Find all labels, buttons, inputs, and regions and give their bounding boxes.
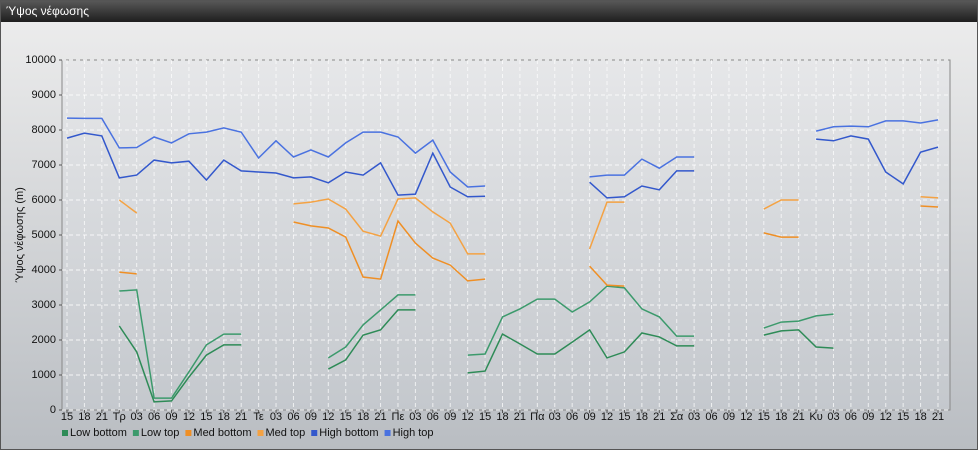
y-tick-label: 7000: [32, 159, 56, 171]
x-tick-label: 03: [827, 411, 839, 423]
x-tick-label: 21: [793, 411, 805, 423]
x-tick-label: 21: [374, 411, 386, 423]
x-tick-label: 09: [723, 411, 735, 423]
x-tick-label: Τρ: [113, 411, 126, 423]
x-tick-label: 06: [845, 411, 857, 423]
series-line: [118, 196, 939, 255]
chart: 0 1000 2000 3000 4000 5000 6000 7000 8000 9000 100…: [25, 54, 950, 439]
legend-swatch: [384, 430, 391, 436]
x-tick-label: 03: [688, 411, 700, 423]
legend-swatch: [257, 430, 264, 436]
x-tick-label: 12: [601, 411, 613, 423]
x-tick-label: 15: [340, 411, 352, 423]
x-tick-label: 12: [740, 411, 752, 423]
legend-swatch: [132, 430, 139, 436]
x-tick-label: 12: [183, 411, 195, 423]
series-line: [66, 132, 939, 199]
x-tick-label: 15: [479, 411, 491, 423]
x-tick-label: 06: [705, 411, 717, 423]
x-tick-label: 21: [96, 411, 108, 423]
y-tick-label: 5000: [32, 229, 56, 241]
x-tick-label: 18: [218, 411, 230, 423]
y-tick-label: 9000: [32, 89, 56, 101]
x-tick-label: 15: [758, 411, 770, 423]
x-tick-label: 18: [636, 411, 648, 423]
x-tick-label: 03: [270, 411, 282, 423]
x-tick-label: 18: [914, 411, 926, 423]
series-line: [119, 205, 939, 287]
legend-label: High bottom: [319, 427, 378, 439]
x-tick-label: 18: [496, 411, 508, 423]
x-tick-label: 12: [462, 411, 474, 423]
legend-label: Med top: [266, 427, 306, 439]
x-tick-label: 06: [427, 411, 439, 423]
x-tick-label: 03: [409, 411, 421, 423]
x-tick-label: 18: [775, 411, 787, 423]
x-tick-label: Τε: [253, 411, 264, 423]
x-tick-label: 09: [305, 411, 317, 423]
x-tick-label: 06: [287, 411, 299, 423]
legend-swatch: [185, 430, 192, 436]
y-tick-label: 8000: [32, 124, 56, 136]
legend-label: Low bottom: [70, 427, 127, 439]
x-tick-label: 21: [653, 411, 665, 423]
series-line: [119, 285, 834, 399]
x-tick-label: 03: [131, 411, 143, 423]
y-tick-label: 1000: [32, 369, 56, 381]
series-line: [118, 309, 834, 403]
x-tick-label: 09: [165, 411, 177, 423]
x-tick-label: 09: [862, 411, 874, 423]
x-tick-label: 21: [235, 411, 247, 423]
y-tick-label: 10000: [25, 54, 56, 66]
x-tick-label: 06: [566, 411, 578, 423]
window-title: Ύψος νέφωσης: [6, 4, 89, 18]
x-tick-label: Πα: [530, 411, 545, 423]
y-tick-label: 2000: [32, 334, 56, 346]
legend-label: High top: [393, 427, 434, 439]
legend-label: Low top: [141, 427, 180, 439]
x-tick-label: 15: [61, 411, 73, 423]
x-tick-label: 15: [618, 411, 630, 423]
y-tick-label: 4000: [32, 264, 56, 276]
y-tick-label: 3000: [32, 299, 56, 311]
x-tick-label: 03: [549, 411, 561, 423]
x-tick-label: 18: [78, 411, 90, 423]
x-tick-label: 21: [514, 411, 526, 423]
x-tick-label: 12: [880, 411, 892, 423]
y-axis-label: Ύψος νέφωσης (m): [14, 187, 26, 283]
legend-swatch: [62, 430, 68, 436]
x-tick-label: 06: [148, 411, 160, 423]
y-tick-label: 6000: [32, 194, 56, 206]
legend-swatch: [311, 430, 318, 436]
x-tick-label: 18: [357, 411, 369, 423]
x-tick-label: 09: [583, 411, 595, 423]
series-line: [66, 117, 939, 188]
x-tick-label: Σα: [670, 411, 684, 423]
title-bar: [0, 0, 978, 22]
x-tick-label: 21: [932, 411, 944, 423]
legend-label: Med bottom: [193, 427, 251, 439]
y-tick-label: 0: [50, 404, 56, 416]
x-tick-label: 12: [322, 411, 334, 423]
x-tick-label: 09: [444, 411, 456, 423]
x-tick-label: 15: [200, 411, 212, 423]
x-tick-label: 15: [897, 411, 909, 423]
x-tick-label: Κυ: [809, 411, 822, 423]
x-tick-label: Πε: [392, 411, 405, 423]
